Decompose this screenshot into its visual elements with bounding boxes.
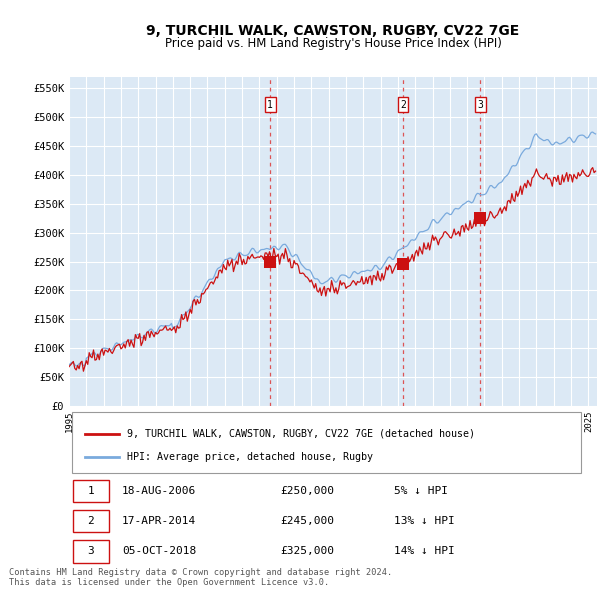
Text: 3: 3 [87, 546, 94, 556]
Text: £325,000: £325,000 [280, 546, 334, 556]
Text: 18-AUG-2006: 18-AUG-2006 [122, 486, 196, 496]
Text: 2: 2 [87, 516, 94, 526]
Text: 14% ↓ HPI: 14% ↓ HPI [394, 546, 454, 556]
Text: 13% ↓ HPI: 13% ↓ HPI [394, 516, 454, 526]
Text: 1: 1 [267, 100, 273, 110]
Text: £245,000: £245,000 [280, 516, 334, 526]
FancyBboxPatch shape [71, 412, 581, 473]
Text: 05-OCT-2018: 05-OCT-2018 [122, 546, 196, 556]
Text: 2: 2 [400, 100, 406, 110]
Text: £250,000: £250,000 [280, 486, 334, 496]
FancyBboxPatch shape [73, 480, 109, 502]
Text: 17-APR-2014: 17-APR-2014 [122, 516, 196, 526]
Text: 1: 1 [87, 486, 94, 496]
FancyBboxPatch shape [73, 510, 109, 532]
Text: Price paid vs. HM Land Registry's House Price Index (HPI): Price paid vs. HM Land Registry's House … [164, 37, 502, 50]
Text: 3: 3 [477, 100, 483, 110]
Text: Contains HM Land Registry data © Crown copyright and database right 2024.
This d: Contains HM Land Registry data © Crown c… [9, 568, 392, 587]
Text: 9, TURCHIL WALK, CAWSTON, RUGBY, CV22 7GE: 9, TURCHIL WALK, CAWSTON, RUGBY, CV22 7G… [146, 24, 520, 38]
FancyBboxPatch shape [73, 540, 109, 563]
Text: 9, TURCHIL WALK, CAWSTON, RUGBY, CV22 7GE (detached house): 9, TURCHIL WALK, CAWSTON, RUGBY, CV22 7G… [127, 429, 475, 438]
Text: 5% ↓ HPI: 5% ↓ HPI [394, 486, 448, 496]
Text: HPI: Average price, detached house, Rugby: HPI: Average price, detached house, Rugb… [127, 452, 373, 462]
